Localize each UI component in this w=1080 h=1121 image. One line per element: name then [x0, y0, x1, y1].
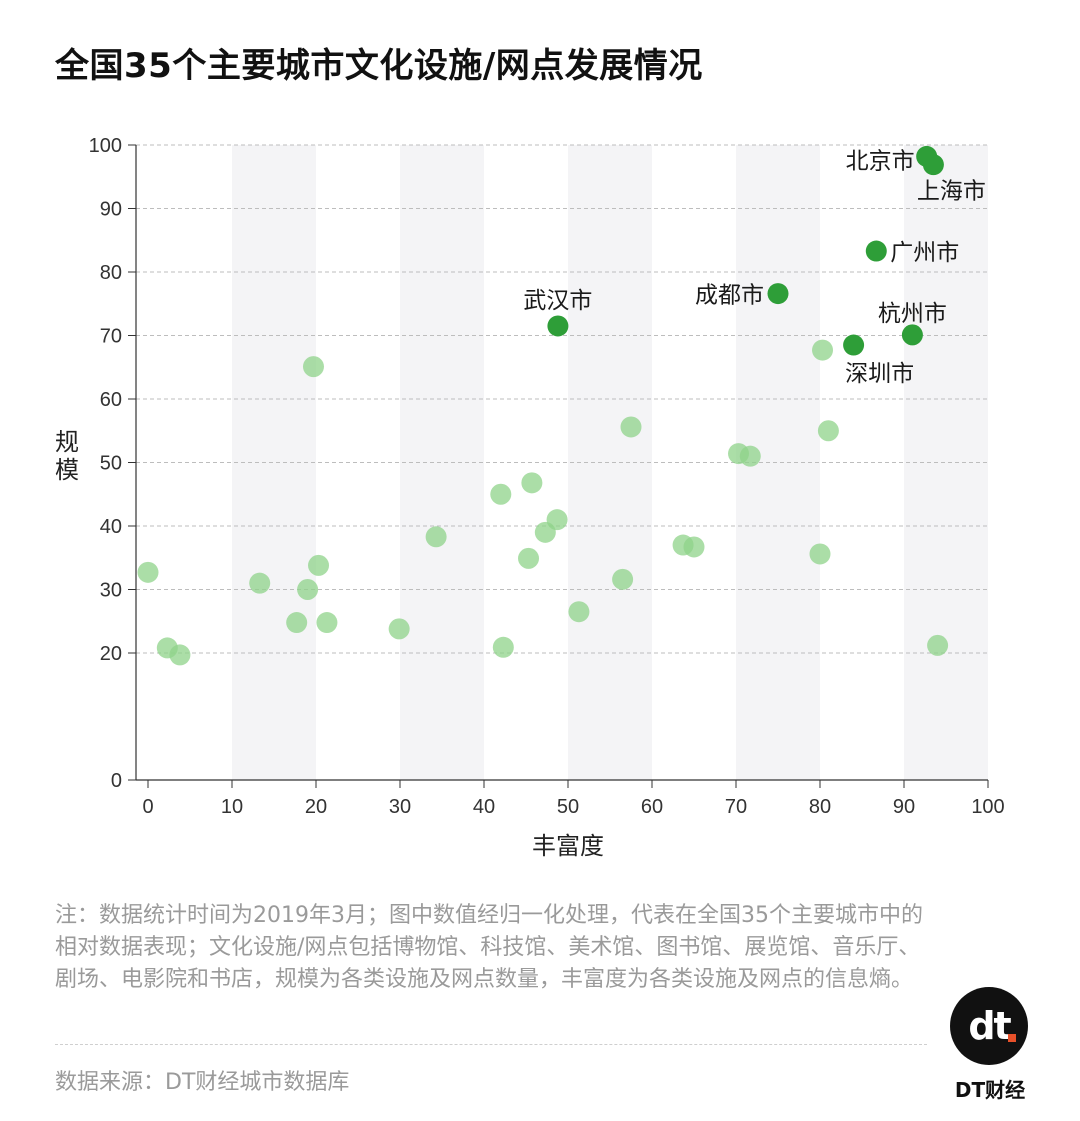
city-label: 深圳市	[845, 361, 914, 387]
data-point-highlighted	[922, 154, 944, 176]
y-axis-label-char: 模	[55, 456, 79, 484]
y-tick-label: 20	[100, 643, 122, 665]
data-point	[169, 644, 191, 666]
city-label: 武汉市	[523, 288, 592, 314]
y-tick-label: 0	[111, 770, 122, 792]
band	[568, 145, 652, 780]
y-tick-label: 80	[100, 262, 122, 284]
data-point	[927, 634, 949, 656]
data-point	[620, 416, 642, 438]
data-point	[568, 601, 590, 623]
data-point	[137, 561, 159, 583]
data-point	[817, 420, 839, 442]
data-point-highlighted	[547, 315, 569, 337]
y-tick-label: 60	[100, 389, 122, 411]
band	[232, 145, 316, 780]
data-point	[809, 543, 831, 565]
y-tick-label: 30	[100, 580, 122, 602]
divider	[55, 1044, 927, 1045]
data-points	[137, 145, 949, 666]
data-point	[739, 445, 761, 467]
y-axis-label-char: 规	[55, 428, 79, 456]
point-labels: 北京市上海市广州市成都市 武汉市杭州市深圳市	[523, 148, 985, 387]
y-axis-label: 规模	[52, 428, 82, 484]
x-tick-labels: 0 10 20 30 40 50 60 70 80 90 100	[142, 780, 1005, 818]
data-point	[316, 612, 338, 634]
y-tick-label: 70	[100, 326, 122, 348]
data-point	[518, 547, 540, 569]
logo-mark: dt	[968, 1004, 1016, 1048]
data-point	[286, 612, 308, 634]
y-tick-label: 50	[100, 453, 122, 475]
city-label: 杭州市	[878, 301, 947, 327]
x-tick-label: 100	[971, 796, 1004, 818]
city-label: 北京市	[846, 148, 915, 174]
data-point	[812, 339, 834, 361]
data-point-highlighted	[901, 324, 923, 346]
data-point	[297, 579, 319, 600]
data-point	[249, 572, 271, 594]
band	[400, 145, 484, 780]
data-point-highlighted	[865, 240, 887, 262]
data-point	[546, 509, 568, 531]
data-point	[302, 356, 324, 378]
x-tick-label: 80	[809, 796, 831, 818]
data-point	[492, 636, 514, 658]
grid-lines	[136, 144, 988, 654]
logo-accent-dot	[1007, 1034, 1016, 1042]
city-label: 成都市	[695, 283, 764, 309]
y-tick-labels: 0 20 30 40 50 60 70 80 90 100	[89, 135, 136, 792]
chart-title: 全国35个主要城市文化设施/网点发展情况	[55, 46, 703, 86]
x-tick-label: 0	[142, 796, 153, 818]
data-point	[612, 568, 634, 590]
x-tick-label: 40	[473, 796, 495, 818]
city-label: 上海市	[917, 179, 986, 205]
data-point	[521, 472, 543, 494]
y-tick-label: 90	[100, 199, 122, 221]
data-point	[388, 618, 410, 640]
scatter-chart: 0 10 20 30 40 50 60 70 80 90 100 0 20 30 40 50 60 70 80 90…	[89, 135, 1005, 818]
y-tick-label: 100	[89, 135, 122, 157]
city-label: 广州市	[890, 240, 959, 266]
x-tick-label: 60	[641, 796, 663, 818]
data-point	[425, 526, 447, 548]
data-point-highlighted	[843, 334, 865, 356]
x-tick-label: 90	[893, 796, 915, 818]
data-point-highlighted	[767, 283, 789, 305]
brand-logo: dt	[950, 987, 1028, 1065]
y-tick-label: 40	[100, 516, 122, 538]
x-tick-label: 50	[557, 796, 579, 818]
x-tick-label: 70	[725, 796, 747, 818]
band	[904, 145, 988, 780]
x-tick-label: 30	[389, 796, 411, 818]
x-tick-label: 10	[221, 796, 243, 818]
data-point	[490, 483, 512, 505]
data-source: 数据来源：DT财经城市数据库	[55, 1070, 350, 1095]
data-point	[683, 536, 705, 558]
brand-name: DT财经	[954, 1078, 1026, 1102]
x-tick-label: 20	[305, 796, 327, 818]
footnote: 注：数据统计时间为2019年3月；图中数值经归一化处理，代表在全国35个主要城市…	[55, 903, 923, 992]
x-axis-label: 丰富度	[532, 832, 604, 860]
data-point	[308, 554, 330, 576]
